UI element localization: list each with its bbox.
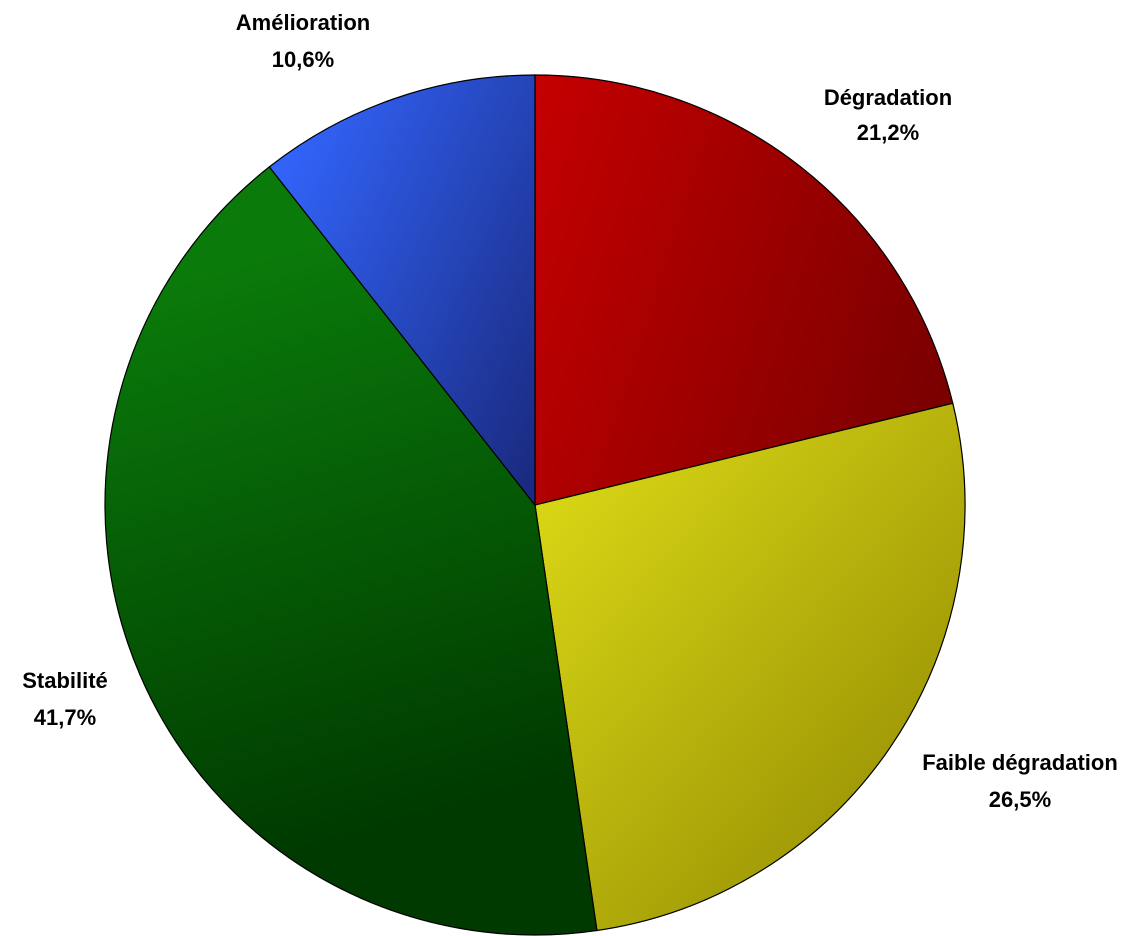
pie-labels: Dégradation 21,2% Faible dégradation 26,5% S… [22,10,1118,812]
slice-name-label: Amélioration [236,10,370,35]
pie-slice-stabilite [104,166,598,936]
slice-name-label: Stabilité [22,668,108,693]
slice-value-label: 26,5% [989,787,1051,812]
slice-name-label: Faible dégradation [922,750,1118,775]
slice-value-label: 41,7% [34,705,96,730]
pie-slice-faible-degradation [534,402,966,932]
slice-name-label: Dégradation [824,85,952,110]
pie-slice-amelioration [268,74,536,507]
pie-slice-degradation [534,74,954,506]
slice-value-label: 21,2% [857,120,919,145]
pie-slices [104,74,966,936]
slice-value-label: 10,6% [272,47,334,72]
